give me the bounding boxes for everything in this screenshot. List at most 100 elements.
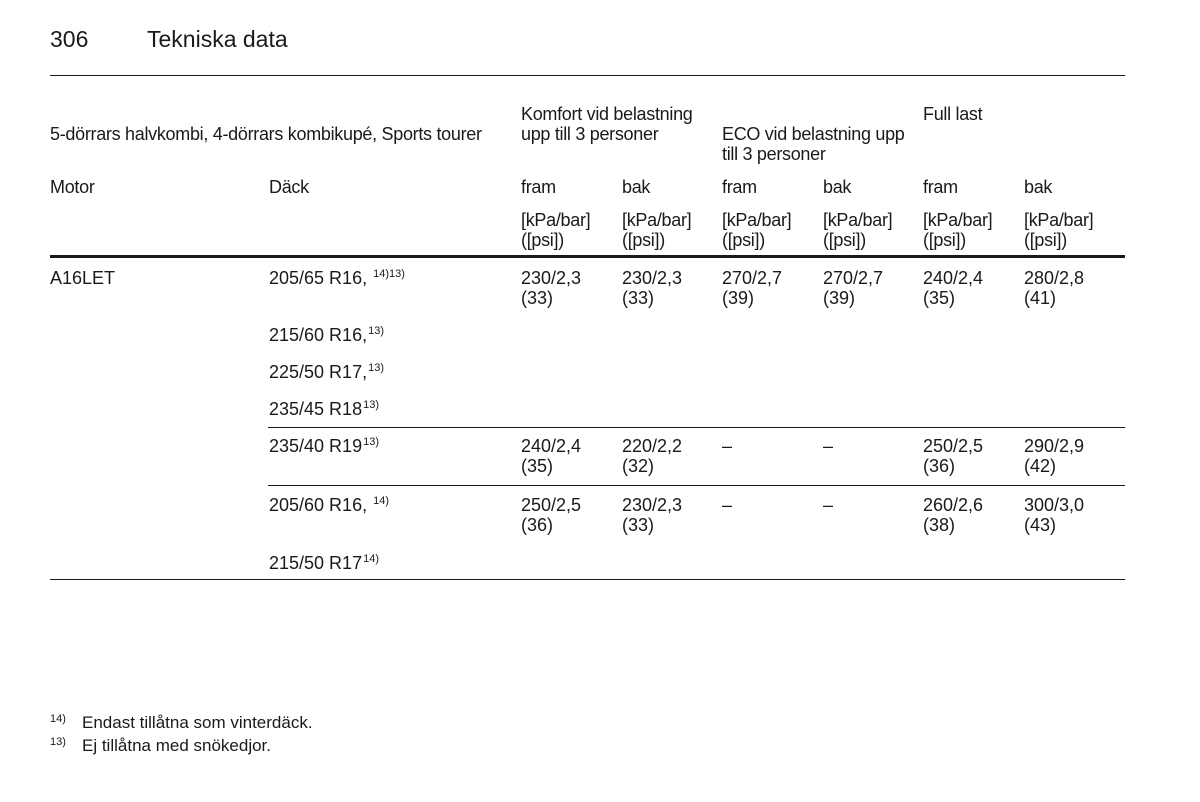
tire-footnote-ref: 13) (368, 362, 384, 374)
pressure-kpa-bar: 230/2,3 (521, 268, 582, 288)
pressure-cell: 260/2,6 (38) (923, 495, 983, 535)
pressure-psi: (35) (521, 456, 554, 476)
pressure-kpa-bar: 290/2,9 (1024, 436, 1085, 456)
pressure-kpa-bar: 240/2,4 (923, 268, 984, 288)
pressure-cell: 240/2,4 (35) (521, 436, 581, 476)
group-header-full-last: Full last (923, 104, 983, 124)
col-header-bak: bak (622, 177, 651, 197)
pressure-cell: 250/2,5 (36) (923, 436, 983, 476)
tire-cell: 205/60 R16, 14) (269, 495, 389, 518)
tire-cell: 235/45 R1813) (269, 399, 379, 422)
pressure-cell: 270/2,7 (39) (722, 268, 782, 308)
table-caption: 5-dörrars halvkombi, 4-dörrars kombikupé… (50, 124, 482, 144)
pressure-cell: – (722, 436, 732, 456)
pressure-kpa-bar: 230/2,3 (622, 495, 683, 515)
pressure-cell: 230/2,3 (33) (521, 268, 581, 308)
tire-cell: 225/50 R17,13) (269, 362, 384, 385)
unit-line-psi: ([psi]) (823, 230, 866, 250)
unit-line-kpa: [kPa/bar] (923, 210, 993, 230)
pressure-psi: (32) (622, 456, 655, 476)
tire-cell: 215/50 R1714) (269, 553, 379, 576)
motor-cell: A16LET (50, 268, 116, 288)
pressure-psi: (39) (722, 288, 755, 308)
unit-line-psi: ([psi]) (521, 230, 564, 250)
unit-header: [kPa/bar] ([psi]) (823, 210, 893, 250)
pressure-cell: 270/2,7 (39) (823, 268, 883, 308)
pressure-kpa-bar: 240/2,4 (521, 436, 582, 456)
col-header-tire: Däck (269, 177, 309, 197)
unit-header: [kPa/bar] ([psi]) (923, 210, 993, 250)
tire-size: 205/65 R16, (269, 268, 368, 288)
pressure-psi: (33) (622, 515, 655, 535)
unit-line-kpa: [kPa/bar] (1024, 210, 1094, 230)
tire-footnote-ref: 14) (363, 553, 379, 565)
row-divider (268, 427, 1125, 428)
pressure-cell: 220/2,2 (32) (622, 436, 682, 476)
pressure-psi: (36) (521, 515, 554, 535)
pressure-kpa-bar: 260/2,6 (923, 495, 984, 515)
unit-line-kpa: [kPa/bar] (823, 210, 893, 230)
pressure-kpa-bar: – (823, 495, 834, 515)
tire-size: 205/60 R16, (269, 495, 368, 515)
pressure-cell: 250/2,5 (36) (521, 495, 581, 535)
col-header-bak: bak (823, 177, 852, 197)
pressure-cell: – (823, 436, 833, 456)
unit-header: [kPa/bar] ([psi]) (722, 210, 792, 250)
footnote-mark: 13) (50, 736, 66, 748)
tire-footnote-ref: 14) (373, 495, 389, 507)
pressure-cell: – (722, 495, 732, 515)
pressure-kpa-bar: 220/2,2 (622, 436, 683, 456)
pressure-kpa-bar: 250/2,5 (923, 436, 984, 456)
tire-size: 235/40 R19 (269, 436, 363, 456)
table-bottom-rule (50, 579, 1125, 580)
pressure-cell: – (823, 495, 833, 515)
pressure-psi: (41) (1024, 288, 1057, 308)
page-title: Tekniska data (147, 26, 288, 52)
unit-header: [kPa/bar] ([psi]) (622, 210, 692, 250)
pressure-kpa-bar: 270/2,7 (823, 268, 884, 288)
pressure-cell: 230/2,3 (33) (622, 268, 682, 308)
footnote-mark: 14) (50, 713, 66, 725)
tire-size: 215/60 R16, (269, 325, 368, 345)
pressure-psi: (39) (823, 288, 856, 308)
tire-size: 225/50 R17, (269, 362, 368, 382)
page-number: 306 (50, 26, 89, 52)
unit-header: [kPa/bar] ([psi]) (521, 210, 591, 250)
pressure-kpa-bar: 280/2,8 (1024, 268, 1085, 288)
tire-footnote-ref: 14)13) (373, 268, 405, 280)
pressure-cell: 300/3,0 (43) (1024, 495, 1084, 535)
col-header-motor: Motor (50, 177, 95, 197)
header-rule (50, 75, 1125, 76)
pressure-kpa-bar: – (823, 436, 834, 456)
footnote-text: Ej tillåtna med snökedjor. (82, 736, 271, 755)
pressure-psi: (33) (521, 288, 554, 308)
pressure-psi: (35) (923, 288, 956, 308)
pressure-kpa-bar: – (722, 495, 733, 515)
unit-line-kpa: [kPa/bar] (722, 210, 792, 230)
tire-cell: 215/60 R16,13) (269, 325, 384, 348)
tire-cell: 205/65 R16, 14)13) (269, 268, 405, 291)
pressure-psi: (42) (1024, 456, 1057, 476)
tire-cell: 235/40 R1913) (269, 436, 379, 459)
pressure-cell: 280/2,8 (41) (1024, 268, 1084, 308)
pressure-kpa-bar: 230/2,3 (622, 268, 683, 288)
pressure-cell: 230/2,3 (33) (622, 495, 682, 535)
group-header-komfort: Komfort vid belastning upp till 3 person… (521, 104, 693, 144)
pressure-kpa-bar: 300/3,0 (1024, 495, 1085, 515)
unit-header: [kPa/bar] ([psi]) (1024, 210, 1094, 250)
col-header-fram: fram (521, 177, 556, 197)
unit-line-kpa: [kPa/bar] (521, 210, 591, 230)
tire-footnote-ref: 13) (363, 436, 379, 448)
tire-footnote-ref: 13) (363, 399, 379, 411)
group-header-eco: ECO vid belastning upp till 3 personer (722, 124, 905, 164)
pressure-psi: (36) (923, 456, 956, 476)
row-divider (268, 485, 1125, 486)
footnote-14: 14) Endast tillåtna som vinterdäck. (50, 713, 313, 735)
pressure-kpa-bar: – (722, 436, 733, 456)
pressure-kpa-bar: 250/2,5 (521, 495, 582, 515)
unit-line-psi: ([psi]) (722, 230, 765, 250)
col-header-fram: fram (923, 177, 958, 197)
unit-line-psi: ([psi]) (923, 230, 966, 250)
table-header-rule (50, 255, 1125, 258)
unit-line-psi: ([psi]) (1024, 230, 1067, 250)
